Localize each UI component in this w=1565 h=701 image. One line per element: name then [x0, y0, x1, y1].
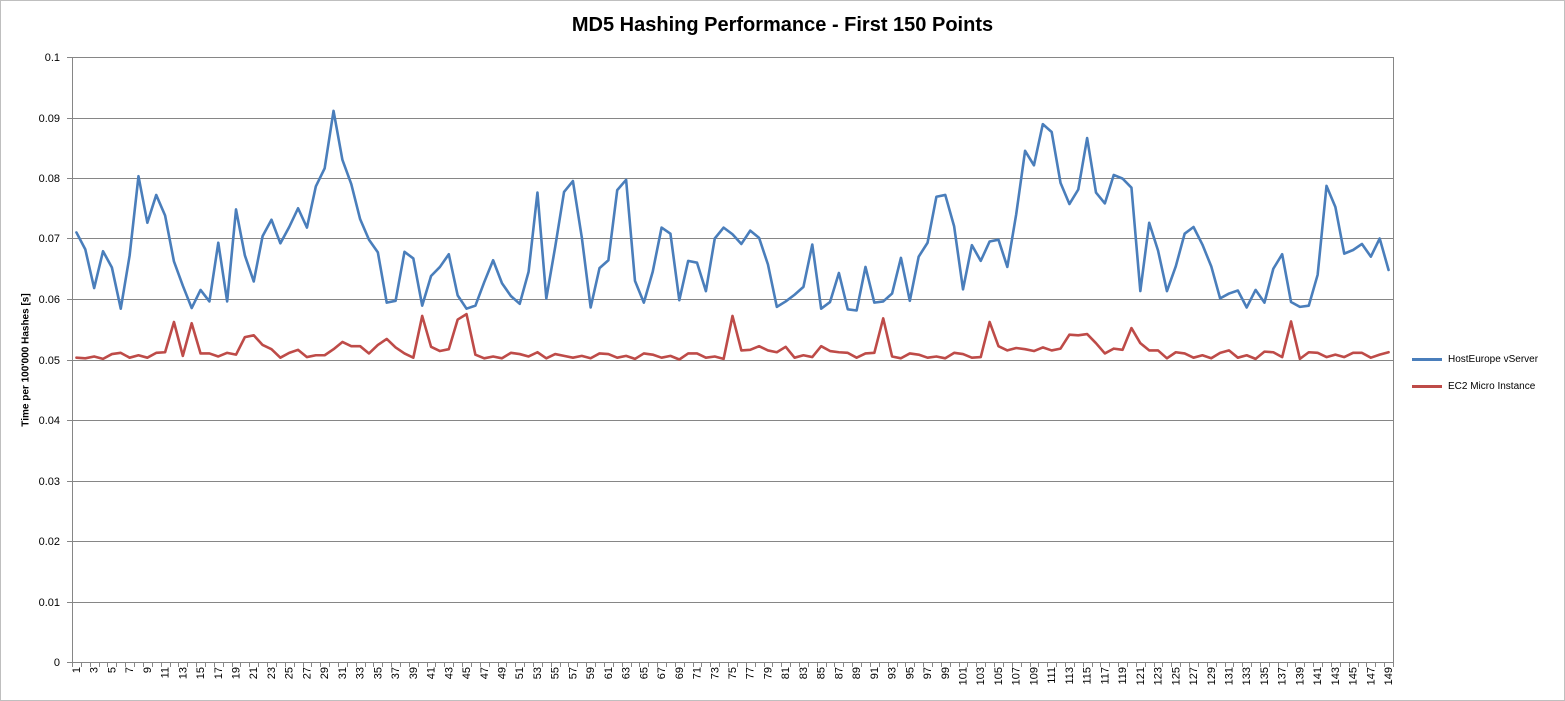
- legend-item-ec2: EC2 Micro Instance: [1412, 377, 1538, 395]
- x-tick-label: 71: [692, 667, 704, 679]
- x-tick-label: 133: [1241, 667, 1253, 685]
- x-tick-label: 123: [1153, 667, 1165, 685]
- x-tick-label: 55: [550, 667, 562, 679]
- y-tick-label: 0: [54, 657, 60, 669]
- legend-swatch-ec2: [1412, 384, 1442, 388]
- x-tick-label: 143: [1330, 667, 1342, 685]
- x-tick-label: 95: [904, 667, 916, 679]
- y-tick-label: 0.01: [39, 597, 60, 609]
- x-tick-label: 135: [1259, 667, 1271, 685]
- series-line-ec2: [75, 312, 1390, 361]
- x-tick-label: 1: [71, 667, 83, 673]
- y-tick-label: 0.1: [45, 52, 60, 64]
- x-tick-label: 85: [816, 667, 828, 679]
- x-tick-label: 127: [1188, 667, 1200, 685]
- x-tick-label: 79: [762, 667, 774, 679]
- x-tick-label: 137: [1277, 667, 1289, 685]
- x-tick-label: 23: [266, 667, 278, 679]
- x-tick-label: 99: [940, 667, 952, 679]
- x-tick-label: 145: [1348, 667, 1360, 685]
- y-tick-label: 0.09: [39, 113, 60, 125]
- x-tick-label: 35: [372, 667, 384, 679]
- x-tick-label: 41: [426, 667, 438, 679]
- x-tick-label: 45: [461, 667, 473, 679]
- x-tick-label: 61: [603, 667, 615, 679]
- y-tick-label: 0.08: [39, 173, 60, 185]
- x-tick-label: 105: [993, 667, 1005, 685]
- x-tick-label: 5: [106, 667, 118, 673]
- x-tick-label: 109: [1028, 667, 1040, 685]
- x-tick-label: 43: [443, 667, 455, 679]
- x-tick-label: 67: [656, 667, 668, 679]
- x-tick-label: 13: [177, 667, 189, 679]
- x-tick-label: 87: [833, 667, 845, 679]
- x-tick-label: 117: [1099, 667, 1111, 685]
- x-tick-label: 129: [1206, 667, 1218, 685]
- x-tick-label: 7: [124, 667, 136, 673]
- x-tick-label: 25: [284, 667, 296, 679]
- x-tick-label: 39: [408, 667, 420, 679]
- x-tick-label: 57: [567, 667, 579, 679]
- x-tick-label: 59: [585, 667, 597, 679]
- x-tick-label: 63: [621, 667, 633, 679]
- series-line-hosteurope: [75, 109, 1390, 312]
- x-tick-label: 83: [798, 667, 810, 679]
- x-tick-label: 93: [887, 667, 899, 679]
- legend-swatch-hosteurope: [1412, 357, 1442, 361]
- x-tick-label: 33: [355, 667, 367, 679]
- y-tick-label: 0.05: [39, 355, 60, 367]
- legend-item-hosteurope: HostEurope vServer: [1412, 350, 1538, 368]
- x-tick-label: 149: [1383, 667, 1395, 685]
- x-tick-label: 27: [301, 667, 313, 679]
- x-tick-label: 49: [496, 667, 508, 679]
- x-tick-label: 15: [195, 667, 207, 679]
- x-tick-label: 51: [514, 667, 526, 679]
- x-tick-label: 21: [248, 667, 260, 679]
- x-tick-label: 81: [780, 667, 792, 679]
- x-tick-label: 125: [1170, 667, 1182, 685]
- chart-title: MD5 Hashing Performance - First 150 Poin…: [571, 14, 994, 36]
- y-tick-label: 0.02: [39, 536, 60, 548]
- x-tick-label: 131: [1223, 667, 1235, 685]
- x-tick-label: 47: [479, 667, 491, 679]
- x-tick-label: 141: [1312, 667, 1324, 685]
- x-tick-label: 17: [213, 667, 225, 679]
- x-tick-label: 101: [958, 667, 970, 685]
- x-tick-label: 73: [709, 667, 721, 679]
- x-tick-label: 97: [922, 667, 934, 679]
- x-tick-label: 53: [532, 667, 544, 679]
- x-tick-label: 115: [1082, 667, 1094, 685]
- x-tick-label: 89: [851, 667, 863, 679]
- x-tick-label: 139: [1294, 667, 1306, 685]
- y-tick-label: 0.03: [39, 476, 60, 488]
- legend: HostEurope vServer EC2 Micro Instance: [1412, 350, 1538, 404]
- x-tick-label: 37: [390, 667, 402, 679]
- x-tick-label: 119: [1117, 667, 1129, 685]
- y-tick-label: 0.07: [39, 233, 60, 245]
- x-tick-label: 111: [1046, 667, 1058, 684]
- x-tick-label: 77: [745, 667, 757, 679]
- x-tick-label: 147: [1365, 667, 1377, 685]
- legend-label-hosteurope: HostEurope vServer: [1448, 353, 1539, 365]
- x-tick-label: 3: [89, 667, 101, 673]
- x-tick-label: 29: [319, 667, 331, 679]
- x-tick-label: 103: [975, 667, 987, 685]
- x-tick-label: 31: [337, 667, 349, 679]
- x-tick-label: 75: [727, 667, 739, 679]
- x-tick-label: 9: [142, 667, 154, 673]
- x-tick-label: 19: [231, 667, 243, 679]
- x-tick-label: 11: [160, 667, 172, 678]
- legend-label-ec2: EC2 Micro Instance: [1448, 380, 1536, 392]
- y-tick-label: 0.06: [39, 294, 60, 306]
- y-tick-label: 0.04: [39, 415, 60, 427]
- x-tick-label: 65: [638, 667, 650, 679]
- x-tick-label: 69: [674, 667, 686, 679]
- x-tick-label: 113: [1064, 667, 1076, 685]
- x-tick-label: 91: [869, 667, 881, 679]
- x-tick-label: 107: [1011, 667, 1023, 685]
- x-tick-label: 121: [1135, 667, 1147, 685]
